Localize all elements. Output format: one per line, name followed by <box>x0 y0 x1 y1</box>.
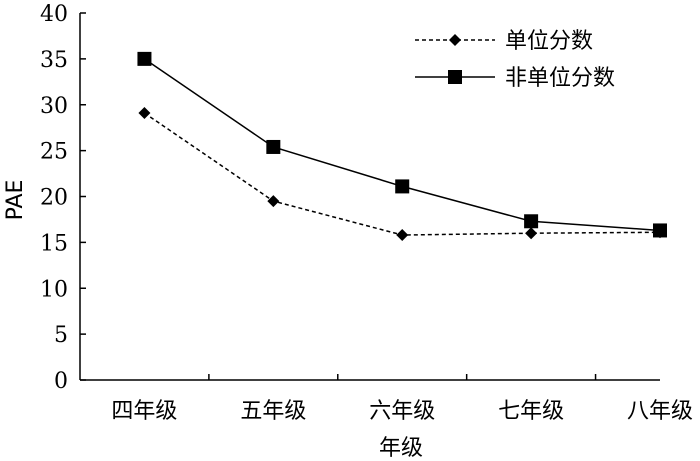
x-tick-label: 四年级 <box>111 399 177 424</box>
legend-label: 非单位分数 <box>505 66 615 91</box>
y-tick-label: 40 <box>40 2 68 27</box>
legend-marker <box>448 70 462 84</box>
data-point <box>653 223 667 238</box>
data-point <box>266 139 281 154</box>
series-layer <box>137 51 667 242</box>
x-tick-label: 五年级 <box>240 399 306 424</box>
y-tick-label: 10 <box>40 277 68 302</box>
data-point <box>525 227 538 240</box>
x-tick-label: 六年级 <box>369 399 435 424</box>
legend-marker <box>449 34 461 46</box>
legend-label: 单位分数 <box>505 29 593 54</box>
x-tick-label: 八年级 <box>627 399 693 424</box>
series-2 <box>137 51 667 238</box>
y-tick-label: 15 <box>40 231 68 256</box>
data-point <box>138 107 151 120</box>
data-point <box>267 195 280 208</box>
data-point <box>524 214 539 229</box>
x-axis-title: 年级 <box>379 436 423 461</box>
ticks: 0 5 10 15 20 25 30 35 40 四年级 五年级 六年级 七年级 八年级 <box>40 2 693 424</box>
series-1 <box>138 107 666 242</box>
x-tick-label: 七年级 <box>498 399 564 424</box>
y-tick-label: 20 <box>40 186 68 211</box>
y-tick-label: 5 <box>54 323 68 348</box>
data-point <box>137 51 152 66</box>
y-tick-label: 35 <box>40 48 68 73</box>
series-line <box>144 112 661 236</box>
y-axis-title: PAE <box>3 180 28 221</box>
data-point <box>396 229 409 242</box>
y-tick-label: 30 <box>40 94 68 119</box>
data-point <box>395 179 410 194</box>
y-tick-label: 0 <box>54 369 68 394</box>
y-tick-label: 25 <box>40 140 68 165</box>
